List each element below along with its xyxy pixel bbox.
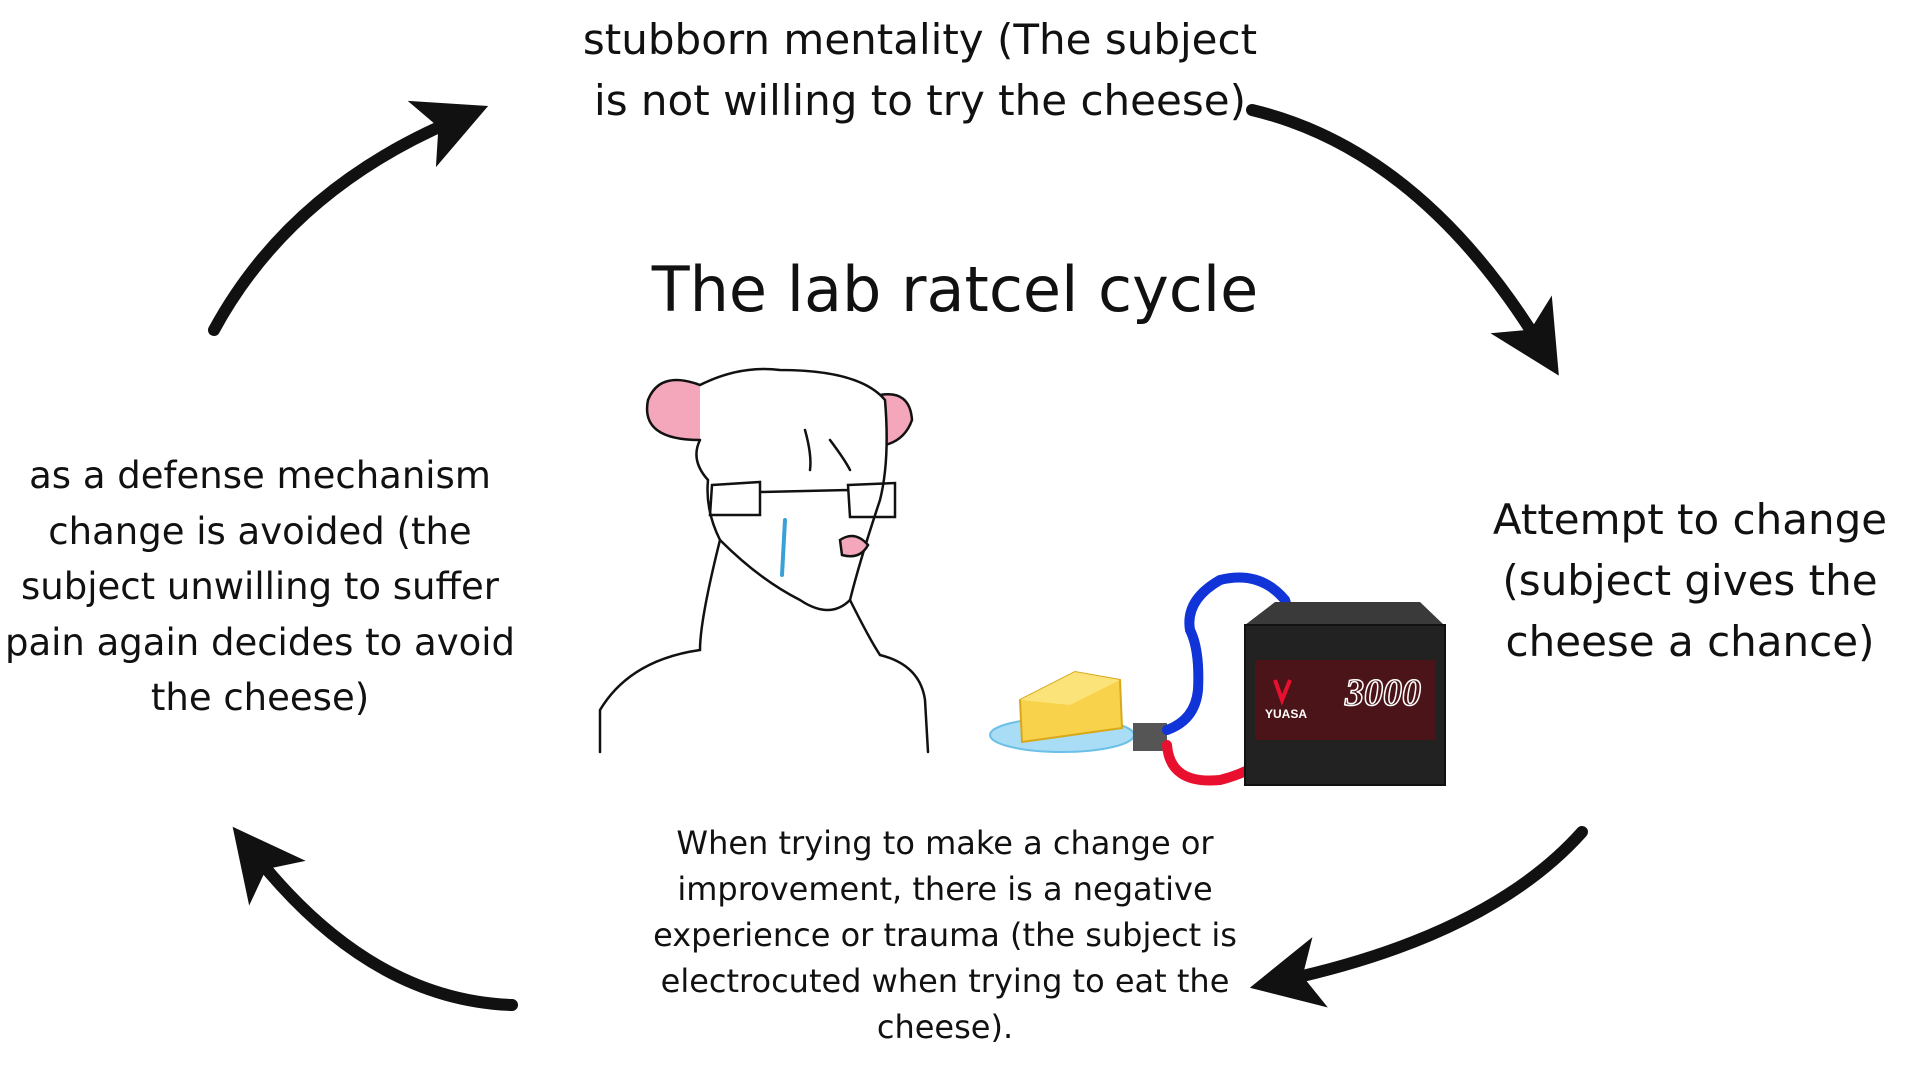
battery-model: 3000 <box>1344 672 1421 714</box>
arrow-bottom-right <box>1249 826 1588 1008</box>
battery-brand: YUASA <box>1265 707 1307 721</box>
wire-clamp <box>1133 723 1167 751</box>
rat-glasses <box>708 480 897 519</box>
rat-nose <box>838 534 870 558</box>
step-attempt-to-change: Attempt to change (subject gives the che… <box>1492 495 1888 666</box>
arrow-top-right <box>1246 104 1559 376</box>
rat-body <box>598 538 930 754</box>
rat-left-ear <box>645 378 702 442</box>
car-battery: YUASA 3000 <box>1244 602 1446 786</box>
rat-brow <box>803 428 852 472</box>
arrow-bottom-left <box>232 826 518 1011</box>
arrow-top-left <box>208 100 489 336</box>
step-stubborn-mentality: stubborn mentality (The subject is not w… <box>582 15 1258 125</box>
rat-right-ear <box>878 393 914 447</box>
diagram-title: The lab ratcel cycle <box>651 253 1259 326</box>
step-negative-experience: When trying to make a change or improvem… <box>653 824 1237 1047</box>
rat-tear <box>780 518 787 577</box>
step-defense-mechanism: as a defense mechanism change is avoided… <box>4 454 515 719</box>
